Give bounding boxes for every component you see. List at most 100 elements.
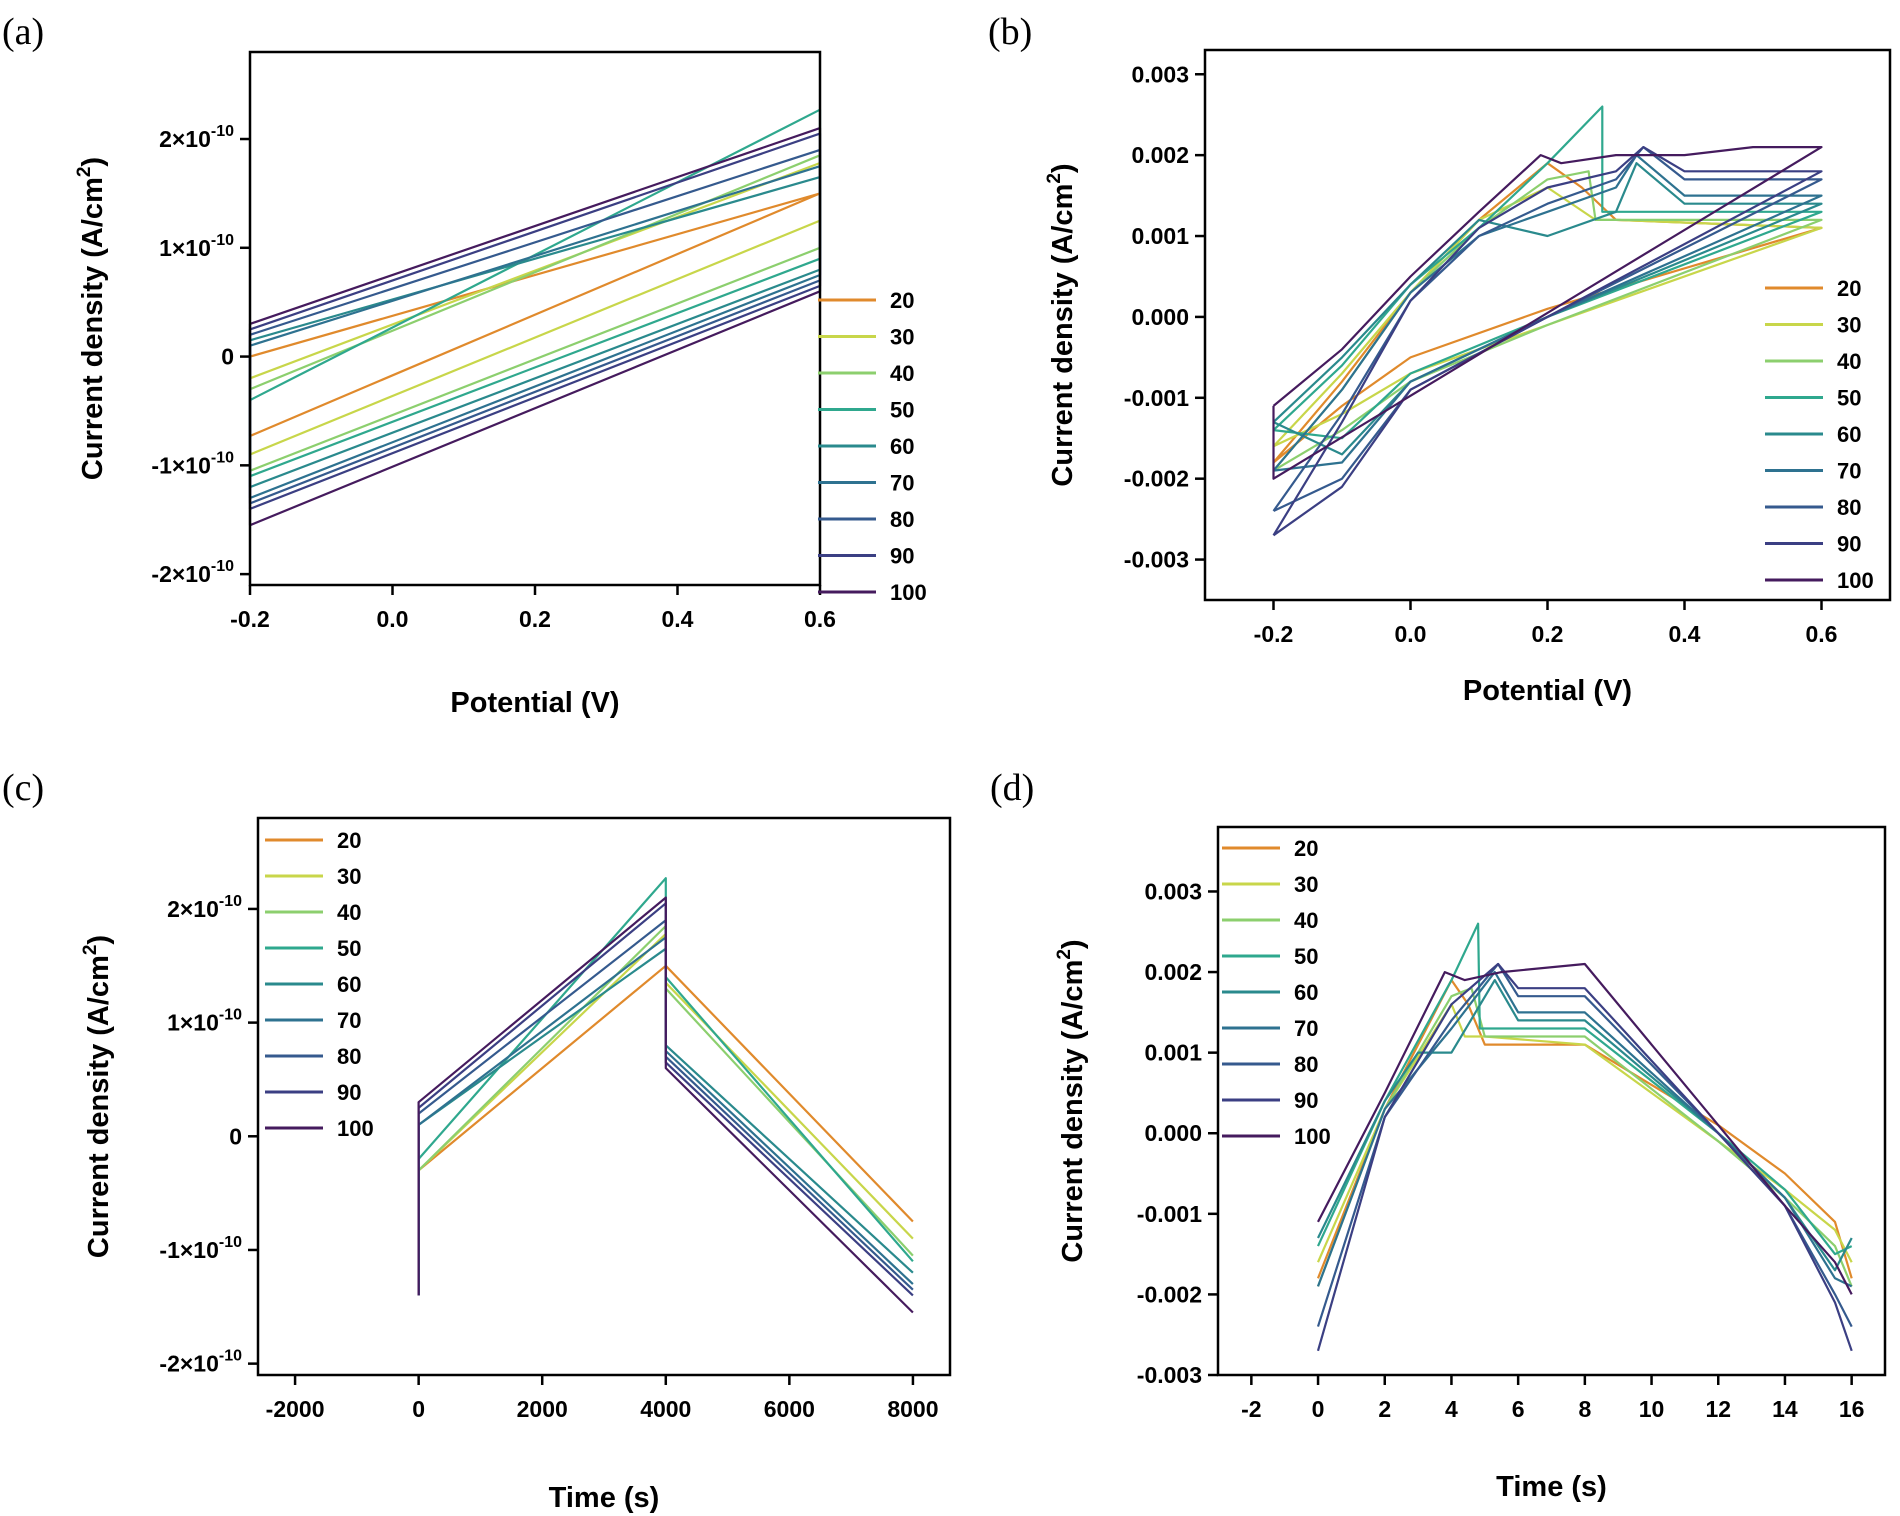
- x-tick-label: 0.6: [1806, 621, 1838, 647]
- x-tick-label: 0.0: [377, 606, 409, 632]
- y-tick-label: -0.003: [1137, 1362, 1202, 1388]
- chart-panel-4: -2 0 2 4 6 8 10 12 14 16 -0.003 -0.002 -0.001 0.000 0.…: [1054, 825, 1887, 1503]
- legend-label-50: 50: [1294, 944, 1318, 969]
- x-tick-label: 8: [1578, 1396, 1591, 1422]
- series-line-90: [1316, 962, 1853, 1352]
- series-line-60: [1317, 978, 1853, 1272]
- y-tick-label: -2×10-10: [159, 1348, 242, 1377]
- y-tick-label: 0.001: [1131, 223, 1189, 249]
- series-line-50: [1317, 922, 1853, 1256]
- legend-label-50: 50: [337, 936, 361, 961]
- y-tick-label: 0.000: [1144, 1120, 1202, 1146]
- x-tick-label: 0.4: [662, 606, 694, 632]
- series-line-90: [1272, 146, 1823, 537]
- legend-label-20: 20: [1837, 276, 1861, 301]
- x-tick-label: 4000: [640, 1396, 691, 1422]
- x-axis-label: Potential (V): [450, 687, 619, 719]
- series-line-20: [1316, 978, 1853, 1279]
- x-tick-label: 0.4: [1669, 621, 1701, 647]
- y-tick-label: -1×10-10: [159, 1234, 242, 1263]
- legend-label-20: 20: [890, 288, 914, 313]
- legend-label-60: 60: [890, 434, 914, 459]
- legend-label-30: 30: [1837, 313, 1861, 338]
- legend-label-40: 40: [1294, 908, 1318, 933]
- legend-label-60: 60: [1294, 980, 1318, 1005]
- x-tick-label: 2: [1378, 1396, 1391, 1422]
- panel-label-c: (c): [2, 767, 44, 809]
- legend-label-40: 40: [890, 361, 914, 386]
- x-tick-label: 0: [1312, 1396, 1325, 1422]
- plot-frame: [256, 816, 952, 1377]
- legend-label-40: 40: [337, 900, 361, 925]
- legend-label-50: 50: [1837, 386, 1861, 411]
- x-tick-label: 10: [1639, 1396, 1665, 1422]
- y-tick-label: -0.001: [1124, 385, 1189, 411]
- plot-frame: [1216, 825, 1887, 1377]
- y-tick-label: 1×10-10: [159, 232, 234, 261]
- series-line-40: [1316, 987, 1853, 1287]
- legend-label-80: 80: [337, 1044, 361, 1069]
- panel-label-a: (a): [2, 11, 44, 53]
- legend-label-100: 100: [1294, 1124, 1331, 1149]
- y-tick-label: 2×10-10: [159, 123, 234, 152]
- legend-label-70: 70: [1294, 1016, 1318, 1041]
- x-axis-label: Time (s): [1496, 1471, 1607, 1503]
- series-line-100: [1272, 146, 1823, 480]
- y-tick-label: -1×10-10: [151, 449, 234, 478]
- x-tick-label: 4: [1445, 1396, 1458, 1422]
- y-tick-label: -0.001: [1137, 1201, 1202, 1227]
- y-tick-label: -0.002: [1124, 466, 1189, 492]
- x-tick-label: -0.2: [230, 606, 270, 632]
- y-tick-label: 0.002: [1144, 959, 1202, 985]
- chart-panel-2: -0.2 0.0 0.2 0.4 0.6 -0.003 -0.002 -0.001 0.000 0…: [1044, 48, 1892, 707]
- chart-panel-3: -2000 0 2000 4000 6000 8000 -2×10-10 -1×10-10 0 1…: [80, 816, 952, 1514]
- x-axis-label: Time (s): [549, 1482, 660, 1514]
- series-line-100: [1317, 962, 1853, 1295]
- x-tick-label: 8000: [887, 1396, 938, 1422]
- legend-label-70: 70: [1837, 459, 1861, 484]
- legend-label-60: 60: [1837, 422, 1861, 447]
- series-line-50: [248, 108, 822, 478]
- legend-label-50: 50: [890, 398, 914, 423]
- y-tick-label: -2×10-10: [151, 558, 234, 587]
- y-axis-label: Current density (A/cm2): [1044, 163, 1079, 486]
- legend-label-80: 80: [1294, 1052, 1318, 1077]
- x-tick-label: 16: [1839, 1396, 1865, 1422]
- y-tick-label: 0.003: [1131, 61, 1189, 87]
- y-tick-label: -0.003: [1124, 547, 1189, 573]
- legend-label-80: 80: [1837, 495, 1861, 520]
- y-tick-label: -0.002: [1137, 1281, 1202, 1307]
- y-axis-label: Current density (A/cm2): [1054, 939, 1089, 1262]
- legend-label-90: 90: [1294, 1088, 1318, 1113]
- x-axis-label: Potential (V): [1463, 675, 1632, 707]
- legend-label-70: 70: [337, 1008, 361, 1033]
- legend-label-40: 40: [1837, 349, 1861, 374]
- x-tick-label: -2: [1241, 1396, 1261, 1422]
- y-axis-label: Current density (A/cm2): [74, 157, 109, 480]
- legend-label-90: 90: [1837, 532, 1861, 557]
- x-tick-label: -2000: [266, 1396, 325, 1422]
- legend-label-90: 90: [890, 544, 914, 569]
- x-tick-label: -0.2: [1254, 621, 1294, 647]
- series-line-100: [417, 896, 914, 1314]
- legend-label-30: 30: [1294, 872, 1318, 897]
- x-tick-label: 0.0: [1395, 621, 1427, 647]
- x-tick-label: 0.2: [519, 606, 551, 632]
- chart-panel-1: -0.2 0.0 0.2 0.4 0.6 -2×10-10 -1×10-10 0 1×10-10…: [74, 50, 927, 719]
- x-tick-label: 0.6: [804, 606, 836, 632]
- y-tick-label: 0.000: [1131, 304, 1189, 330]
- panel-label-b: (b): [988, 11, 1032, 53]
- legend-label-30: 30: [890, 325, 914, 350]
- legend-label-20: 20: [1294, 836, 1318, 861]
- y-tick-label: 0.002: [1131, 142, 1189, 168]
- series-line-80: [1272, 146, 1823, 512]
- y-tick-label: 0: [221, 344, 234, 370]
- series-line-80: [1316, 962, 1853, 1328]
- legend-label-60: 60: [337, 972, 361, 997]
- series-line-30: [1316, 1003, 1853, 1263]
- y-tick-label: 0.003: [1144, 878, 1202, 904]
- x-tick-label: 0: [412, 1396, 425, 1422]
- y-tick-label: 0: [229, 1123, 242, 1149]
- series-line-50: [1272, 105, 1823, 440]
